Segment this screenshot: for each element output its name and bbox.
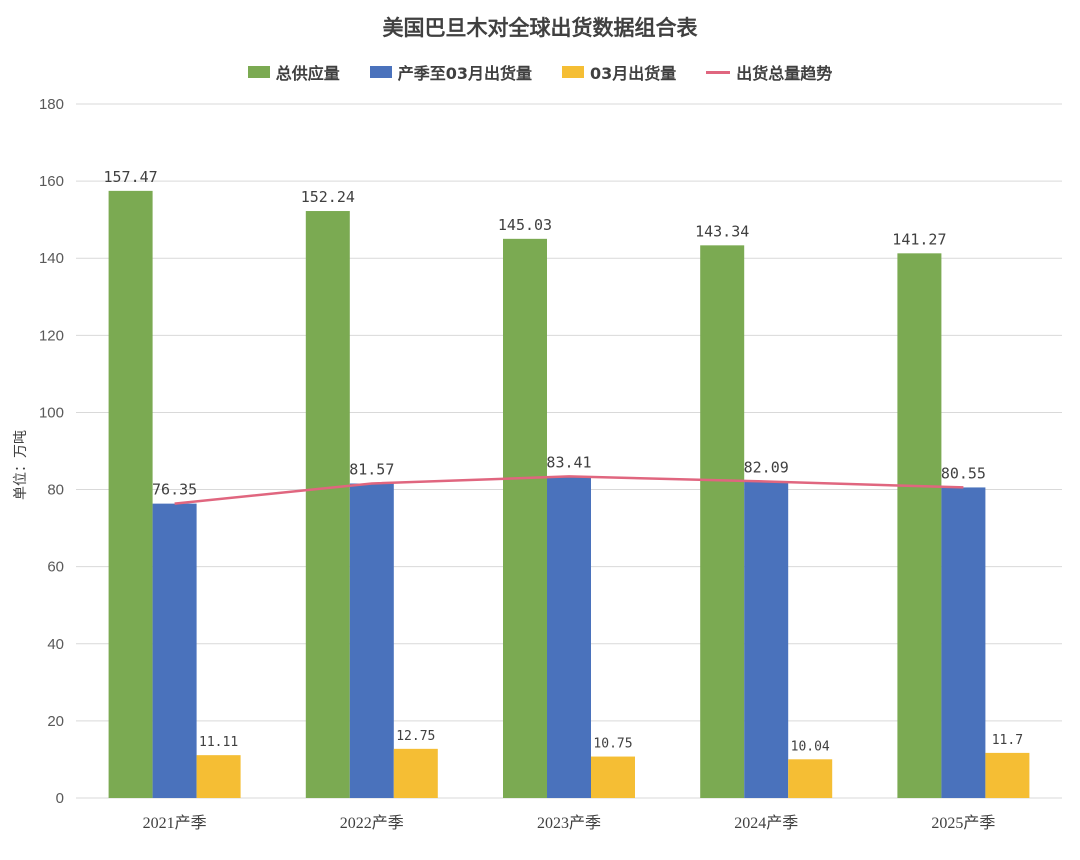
legend-label-march-shipments: 03月出货量 — [590, 64, 677, 83]
bars — [108, 190, 1030, 799]
data-label: 10.75 — [593, 737, 632, 752]
bar-1-5 — [897, 253, 942, 798]
legend-swatch-total-supply — [247, 66, 270, 78]
y-axis-ticks: 0 20 40 60 80 100 120 140 160 180 — [39, 96, 64, 807]
data-label: 145.03 — [498, 216, 552, 234]
legend-label-total-supply: 总供应量 — [275, 64, 340, 83]
bar-3-4 — [788, 759, 833, 798]
data-label: 76.35 — [152, 481, 197, 499]
data-label: 143.34 — [695, 222, 749, 240]
y-tick-label: 60 — [47, 559, 64, 576]
bar-2-3 — [547, 476, 591, 798]
y-tick-label: 120 — [39, 327, 64, 344]
trend-line-group — [174, 475, 964, 505]
bar-1-4 — [700, 245, 745, 798]
bar-3-3 — [591, 756, 635, 798]
legend-label-trend: 出货总量趋势 — [736, 64, 833, 83]
data-label: 152.24 — [301, 188, 355, 206]
legend-label-season-shipments: 产季至03月出货量 — [397, 64, 532, 83]
legend-swatch-season-shipments — [369, 66, 392, 78]
bar-2-1 — [152, 503, 197, 798]
bar-2-4 — [744, 481, 789, 798]
legend-swatch-trend — [706, 70, 731, 74]
data-label: 11.7 — [992, 733, 1023, 748]
legend-item-trend: 出货总量趋势 — [706, 60, 832, 84]
x-tick-label: 2024产季 — [734, 814, 798, 832]
x-axis-ticks: 2021产季 2022产季 2023产季 2024产季 2025产季 — [143, 814, 996, 832]
y-tick-label: 140 — [39, 250, 64, 267]
x-tick-label: 2021产季 — [143, 814, 207, 832]
bar-3-2 — [393, 748, 438, 798]
data-label: 11.11 — [199, 735, 238, 750]
x-tick-label: 2022产季 — [340, 814, 404, 832]
trend-line — [174, 475, 964, 505]
data-label: 81.57 — [349, 461, 394, 479]
legend-item-total-supply: 总供应量 — [247, 60, 340, 84]
data-label: 141.27 — [892, 230, 946, 248]
chart-legend: 总供应量 产季至03月出货量 03月出货量 出货总量趋势 — [0, 60, 1080, 84]
y-tick-label: 0 — [56, 790, 64, 807]
bar-2-2 — [349, 483, 394, 798]
bar-1-2 — [305, 211, 350, 799]
legend-item-season-shipments: 产季至03月出货量 — [369, 60, 532, 84]
bar-1-1 — [108, 190, 153, 798]
data-label: 80.55 — [941, 464, 986, 482]
y-tick-label: 100 — [39, 404, 64, 421]
y-tick-label: 80 — [47, 482, 64, 499]
data-label: 157.47 — [104, 168, 158, 186]
data-labels: 157.47 76.35 11.11 152.24 81.57 12.75 145.03 83… — [104, 168, 1024, 754]
y-tick-label: 180 — [39, 96, 64, 113]
y-tick-label: 160 — [39, 173, 64, 190]
bar-3-5 — [985, 752, 1030, 798]
bar-1-3 — [503, 238, 547, 798]
bar-2-5 — [941, 487, 986, 798]
data-label: 82.09 — [744, 458, 789, 476]
chart-title: 美国巴旦木对全球出货数据组合表 — [382, 16, 698, 40]
legend-item-march-shipments: 03月出货量 — [562, 60, 676, 84]
x-tick-label: 2025产季 — [931, 814, 995, 832]
data-label: 83.41 — [546, 453, 591, 471]
y-tick-label: 20 — [47, 713, 64, 730]
legend-swatch-march-shipments — [562, 66, 584, 78]
y-tick-label: 40 — [47, 636, 64, 653]
x-tick-label: 2023产季 — [537, 814, 601, 832]
data-label: 12.75 — [396, 729, 435, 744]
bar-3-1 — [196, 755, 241, 798]
data-label: 10.04 — [791, 739, 830, 754]
